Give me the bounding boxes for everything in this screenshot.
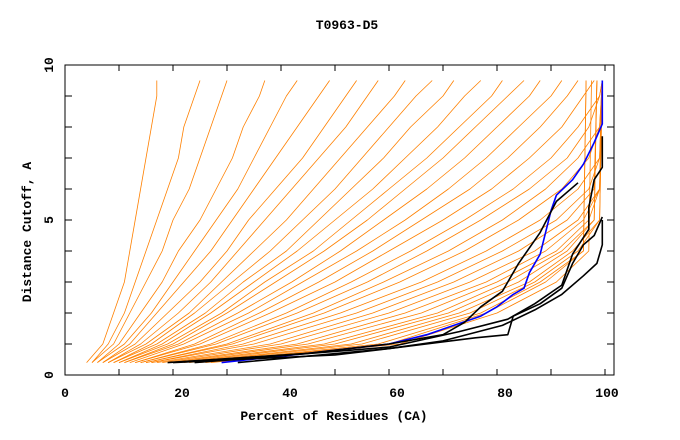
model-curve (118, 80, 503, 363)
model-curve (97, 80, 266, 363)
model-curve (113, 80, 455, 363)
x-tick-label: 0 (61, 386, 69, 401)
top-model-curve (167, 182, 579, 364)
top-model-curve (172, 220, 604, 364)
model-curve (156, 80, 598, 363)
x-tick-label: 80 (497, 386, 513, 401)
y-axis-label: Distance Cutoff, A (20, 162, 35, 303)
model-curve (135, 80, 579, 363)
model-curve (108, 80, 379, 363)
model-curve (86, 80, 158, 363)
model-curve (124, 80, 525, 363)
model-curve (91, 80, 228, 363)
model-curve (145, 80, 603, 363)
y-tick-label: 10 (42, 57, 57, 73)
model-curve (102, 80, 357, 363)
model-curve (108, 80, 406, 363)
plot-frame (64, 64, 615, 376)
model-curve (162, 80, 603, 363)
model-curve (129, 80, 563, 363)
y-tick-label: 5 (42, 216, 57, 224)
model-curve (194, 80, 603, 363)
axis-ticks (64, 64, 614, 376)
model-curve (151, 80, 603, 363)
y-tick-label: 0 (42, 371, 57, 379)
chart-title: T0963-D5 (316, 18, 379, 33)
model-curve (118, 80, 482, 363)
x-axis-label: Percent of Residues (CA) (240, 409, 427, 424)
model-curve (102, 80, 330, 363)
plot-area (86, 80, 604, 364)
x-tick-label: 100 (595, 386, 619, 401)
model-curve (172, 80, 603, 363)
model-curve (113, 80, 433, 363)
top-model-curve (237, 216, 604, 364)
model-curve (178, 80, 598, 363)
model-curve (140, 80, 603, 363)
model-curve (91, 80, 201, 363)
model-curve (124, 80, 541, 363)
highlight-model-curve (221, 80, 604, 364)
top-model-curve (194, 136, 604, 364)
model-curve (135, 80, 595, 363)
model-curve (151, 80, 603, 363)
model-curve (97, 80, 298, 363)
model-curve (183, 80, 598, 363)
x-tick-label: 60 (389, 386, 405, 401)
x-tick-label: 40 (282, 386, 298, 401)
x-tick-label: 20 (174, 386, 190, 401)
